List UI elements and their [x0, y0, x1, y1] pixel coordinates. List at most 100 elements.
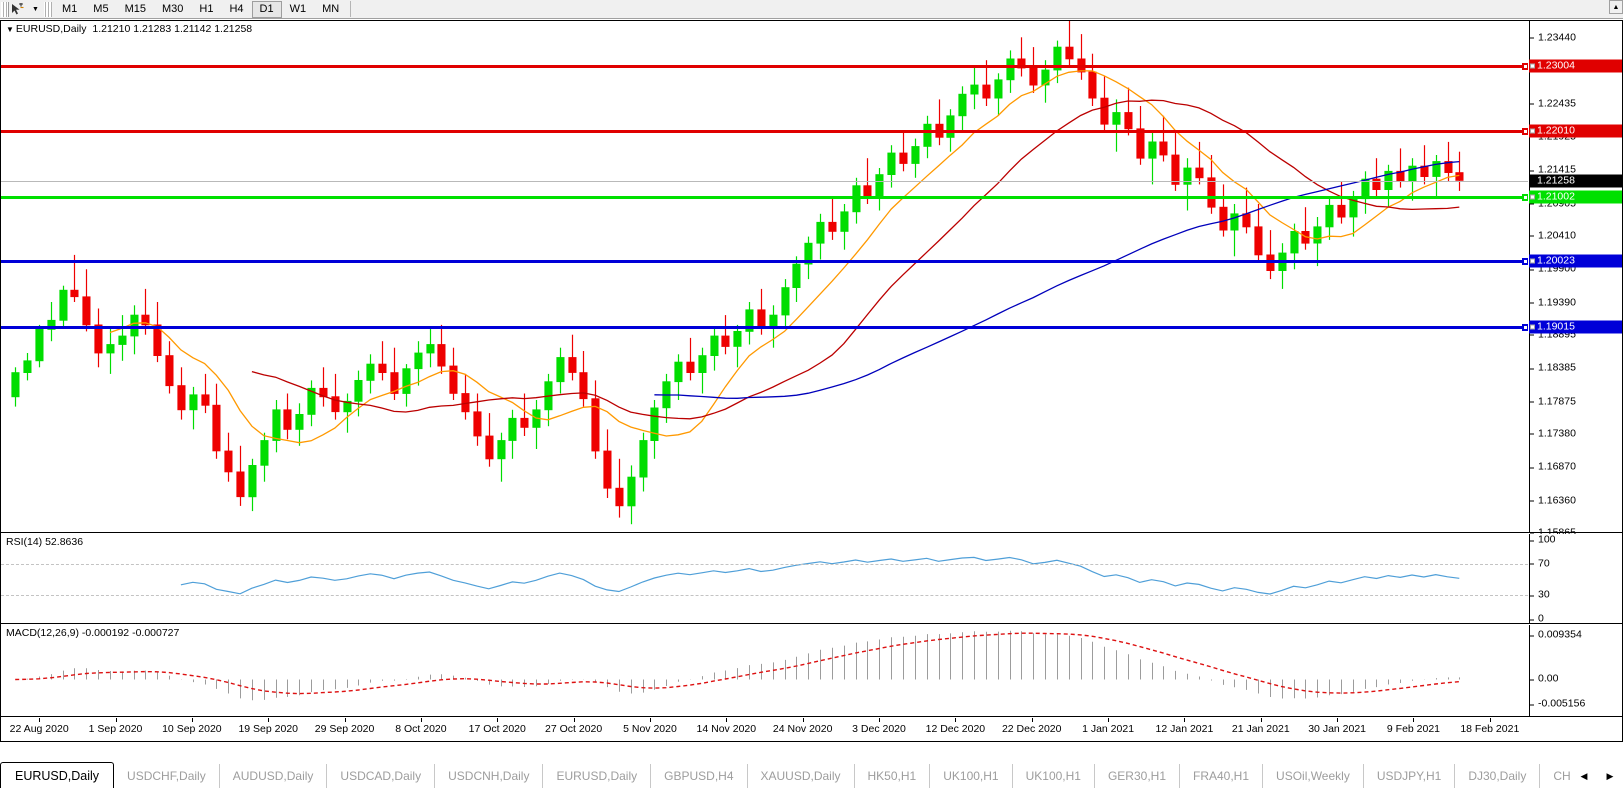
macd-tick: -0.005156 [1530, 698, 1585, 710]
level-line-resistance-2[interactable] [1, 128, 1528, 136]
toolbar-drag-handle[interactable] [1, 1, 9, 17]
time-label: 29 Sep 2020 [314, 723, 375, 735]
current-price-tag: 1.21258 [1529, 174, 1622, 188]
rsi-plot-area[interactable] [1, 534, 1528, 623]
rsi-axis: 100 70 30 0 [1529, 534, 1622, 625]
time-tick [191, 718, 193, 722]
level-marker [1530, 128, 1535, 134]
timeframe-d1[interactable]: D1 [251, 0, 282, 18]
macd-tick: 0.00 [1530, 673, 1558, 685]
price-pane[interactable]: ▼ EURUSD,Daily 1.21210 1.21283 1.21142 1.… [1, 21, 1622, 538]
chart-tab-usdcnh-daily[interactable]: USDCNH,Daily [435, 764, 544, 788]
chevron-right-icon[interactable]: ▶ [1606, 770, 1614, 781]
time-tick [39, 718, 41, 722]
level-handle[interactable] [1522, 194, 1528, 202]
price-plot-area[interactable] [1, 21, 1528, 532]
time-tick [420, 718, 422, 722]
level-line-support-2[interactable] [1, 324, 1528, 332]
rsi-tick: 70 [1530, 558, 1550, 569]
chart-tab-usoil-weekly[interactable]: USOil,Weekly [1263, 764, 1364, 788]
level-handle[interactable] [1522, 324, 1528, 332]
toolbar-dropdown-arrow[interactable]: ▼ [32, 5, 39, 13]
price-tick: 1.18895 [1530, 329, 1576, 340]
window-scroll-buttons: ▲ [1609, 0, 1623, 14]
level-handle[interactable] [1522, 63, 1528, 71]
rsi-line-series [180, 556, 1460, 595]
chart-tab-audusd-daily[interactable]: AUDUSD,Daily [219, 764, 328, 788]
price-tick: 1.19390 [1530, 297, 1576, 308]
level-tag-support-1[interactable]: 1.20023 [1529, 254, 1622, 268]
chart-tab-uk100-h1[interactable]: UK100,H1 [930, 764, 1013, 788]
time-tick [1108, 718, 1110, 722]
chart-tab-china300-h1[interactable]: CHINA300,H1 [1540, 764, 1571, 788]
chart-tab-usdjpy-h1[interactable]: USDJPY,H1 [1363, 764, 1456, 788]
rsi-tick: 30 [1530, 589, 1550, 601]
level-marker [1530, 63, 1535, 69]
candlestick-series [11, 21, 1464, 525]
chart-symbol-label: EURUSD,Daily [15, 23, 87, 35]
level-handle[interactable] [1522, 258, 1528, 266]
macd-pane-label: MACD(12,26,9) -0.000192 -0.000727 [5, 627, 181, 639]
level-tag-resistance-1[interactable]: 1.23004 [1529, 59, 1622, 73]
chart-tab-ger30-h1[interactable]: GER30,H1 [1094, 764, 1180, 788]
level-tag-support-2[interactable]: 1.19015 [1529, 320, 1622, 334]
time-axis[interactable]: 22 Aug 2020 1 Sep 2020 10 Sep 2020 19 Sep 2… [1, 718, 1622, 741]
time-label: 18 Feb 2021 [1460, 723, 1520, 735]
chart-tab-eurusd-daily[interactable]: EURUSD,Daily [543, 764, 652, 788]
level-line-pivot-green[interactable] [1, 194, 1528, 202]
rsi-level-70 [1, 563, 1528, 565]
time-tick [802, 718, 804, 722]
chart-tab-fra40-h1[interactable]: FRA40,H1 [1180, 764, 1264, 788]
chart-tab-usdcad-daily[interactable]: USDCAD,Daily [327, 764, 436, 788]
price-axis[interactable]: 1.234401.229501.224351.219251.214151.209… [1529, 21, 1622, 538]
timeframe-mn[interactable]: MN [322, 3, 340, 15]
toolbar-divider [350, 1, 352, 17]
level-marker [1530, 258, 1535, 264]
chart-tab-uk100-h1[interactable]: UK100,H1 [1012, 764, 1095, 788]
timeframe-m1[interactable]: M1 [62, 3, 78, 15]
timeframe-h4[interactable]: H4 [229, 3, 244, 15]
time-tick [115, 718, 117, 722]
chart-tabstrip: EURUSD,Daily USDCHF,Daily AUDUSD,Daily USDC… [0, 762, 1571, 788]
level-marker [1530, 324, 1535, 330]
timeframe-h1[interactable]: H1 [199, 3, 214, 15]
level-handle[interactable] [1522, 128, 1528, 136]
chart-tab-eurusd-daily[interactable]: EURUSD,Daily [0, 762, 115, 788]
rsi-tick: 100 [1530, 534, 1556, 546]
time-label: 5 Nov 2020 [623, 723, 677, 735]
chart-tab-dj30-daily[interactable]: DJ30,Daily [1455, 764, 1541, 788]
chart-tab-usdchf-daily[interactable]: USDCHF,Daily [114, 764, 220, 788]
price-tick: 1.16360 [1530, 495, 1576, 506]
level-tag-resistance-2[interactable]: 1.22010 [1529, 124, 1622, 138]
toolbar: ▼ M1 M5 M15 M30 H1 H4 D1 W1 MN [0, 0, 1623, 19]
chart-tab-xauusd-daily[interactable]: XAUUSD,Daily [747, 764, 855, 788]
timeframe-m5[interactable]: M5 [93, 3, 109, 15]
time-tick [344, 718, 346, 722]
rsi-tick: 0 [1530, 613, 1544, 625]
timeframe-w1[interactable]: W1 [289, 3, 307, 15]
time-label: 22 Aug 2020 [9, 723, 69, 735]
timeframe-m15[interactable]: M15 [124, 3, 146, 15]
chevron-up-icon[interactable]: ▲ [1609, 0, 1623, 14]
time-tick [497, 718, 499, 722]
chart-tab-gbpusd-h4[interactable]: GBPUSD,H4 [651, 764, 748, 788]
level-line-resistance-1[interactable] [1, 63, 1528, 71]
triangle-down-icon[interactable]: ▼ [6, 25, 14, 34]
time-tick [1031, 718, 1033, 722]
chart-ohlc-label: 1.21210 1.21283 1.21142 1.21258 [92, 23, 253, 35]
cursor-crosshair-icon[interactable] [9, 1, 29, 18]
chart-tab-hk50-h1[interactable]: HK50,H1 [854, 764, 931, 788]
time-tick [1413, 718, 1415, 722]
timeframe-m30[interactable]: M30 [161, 3, 184, 15]
macd-pane[interactable]: MACD(12,26,9) -0.000192 -0.000727 0.0093… [1, 625, 1622, 717]
macd-plot-area[interactable] [1, 625, 1528, 716]
rsi-pane[interactable]: RSI(14) 52.8636 100 70 30 0 [1, 534, 1622, 624]
time-tick [1184, 718, 1186, 722]
time-tick [1337, 718, 1339, 722]
chart-frame: ▼ EURUSD,Daily 1.21210 1.21283 1.21142 1.… [0, 20, 1623, 742]
chevron-left-icon[interactable]: ◀ [1580, 770, 1588, 781]
time-tick [573, 718, 575, 722]
price-tick: 1.21415 [1530, 164, 1576, 176]
level-line-support-1[interactable] [1, 258, 1528, 266]
level-tag-pivot-green[interactable]: 1.21002 [1529, 190, 1622, 204]
